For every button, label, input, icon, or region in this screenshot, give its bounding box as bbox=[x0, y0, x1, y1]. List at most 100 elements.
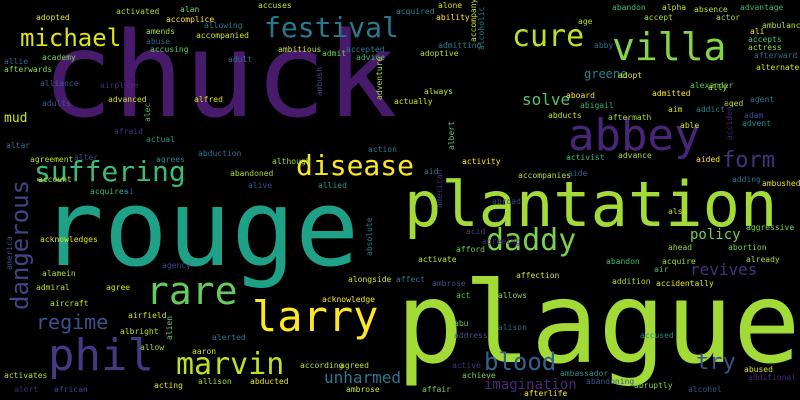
word: airfield bbox=[128, 311, 167, 320]
word: advance bbox=[618, 151, 652, 160]
word: abuse bbox=[146, 37, 171, 46]
word: addition bbox=[612, 277, 651, 286]
word: try bbox=[696, 350, 736, 375]
word: ambushed bbox=[762, 179, 800, 188]
word: ali bbox=[750, 27, 765, 36]
word: adam bbox=[744, 111, 764, 120]
word: agency bbox=[162, 261, 191, 270]
word: adoptive bbox=[420, 49, 459, 58]
word: abortion bbox=[728, 243, 767, 252]
word: alter bbox=[74, 153, 99, 162]
word: alien bbox=[165, 315, 174, 340]
word: admitted bbox=[652, 89, 691, 98]
word: abducted bbox=[250, 377, 289, 386]
word: accused bbox=[640, 331, 674, 340]
word: abruptly bbox=[634, 381, 673, 390]
word: admitting bbox=[438, 41, 482, 50]
word: aftermath bbox=[608, 113, 652, 122]
word: altar bbox=[6, 141, 31, 150]
word: allow bbox=[140, 343, 165, 352]
word: activist bbox=[566, 153, 605, 162]
word: accuses bbox=[258, 1, 292, 10]
word: suffering bbox=[34, 155, 186, 188]
word: afterwards bbox=[4, 65, 53, 74]
word: aide bbox=[568, 169, 588, 178]
word: acquire bbox=[662, 257, 696, 266]
word: chuck bbox=[42, 6, 398, 144]
word: agent bbox=[750, 95, 775, 104]
word: albright bbox=[120, 327, 159, 336]
word: aged bbox=[724, 99, 744, 108]
word: aboard bbox=[566, 91, 595, 100]
word: alcohol bbox=[688, 385, 722, 394]
word: airplane bbox=[100, 81, 139, 90]
word: academy bbox=[42, 53, 76, 62]
word: abandon bbox=[606, 257, 640, 266]
word: african bbox=[54, 385, 88, 394]
word: alive bbox=[248, 181, 273, 190]
word: aim bbox=[668, 105, 683, 114]
word: affect bbox=[396, 275, 425, 284]
word: addict bbox=[696, 105, 725, 114]
word: adults bbox=[42, 99, 71, 108]
word: rouge bbox=[40, 167, 360, 290]
word: already bbox=[746, 255, 780, 264]
word: disease bbox=[296, 149, 415, 182]
word: allied bbox=[318, 181, 347, 190]
word: accomplice bbox=[166, 15, 215, 24]
word: festival bbox=[264, 11, 399, 44]
word: agrees bbox=[156, 155, 185, 164]
word: affection bbox=[516, 271, 560, 280]
word: alec bbox=[143, 102, 152, 122]
word: absence bbox=[694, 5, 728, 14]
word: abby bbox=[594, 41, 614, 50]
word: ability bbox=[436, 13, 470, 22]
word: policy bbox=[690, 227, 741, 243]
word: address bbox=[454, 331, 488, 340]
word: afraid bbox=[114, 127, 143, 136]
word: actually bbox=[394, 97, 433, 106]
word: accept bbox=[644, 13, 673, 22]
word: admit bbox=[322, 49, 347, 58]
word: alexander bbox=[690, 81, 734, 90]
word: adult bbox=[228, 55, 253, 64]
word: ahead bbox=[668, 243, 693, 252]
word: activity bbox=[462, 157, 501, 166]
word: aggressive bbox=[746, 223, 795, 232]
word: alcoholic bbox=[477, 6, 486, 50]
word: able bbox=[680, 121, 700, 130]
word: agreeing bbox=[482, 237, 521, 246]
word: allowing bbox=[204, 21, 243, 30]
word: achieve bbox=[462, 371, 496, 380]
word: abbey bbox=[568, 110, 701, 161]
word: abigail bbox=[580, 101, 614, 110]
word: solve bbox=[522, 90, 571, 109]
word: marvin bbox=[176, 347, 285, 382]
word: alert bbox=[14, 385, 39, 394]
word: albert bbox=[447, 121, 456, 150]
word: daddy bbox=[486, 223, 577, 258]
word: adopt bbox=[618, 71, 643, 80]
word: america bbox=[5, 236, 14, 270]
word: adopted bbox=[36, 13, 70, 22]
word: admiral bbox=[36, 283, 70, 292]
word: accident bbox=[725, 101, 734, 140]
word: ally bbox=[708, 83, 728, 92]
word: accepted bbox=[346, 45, 385, 54]
word: afford bbox=[456, 245, 485, 254]
word: aided bbox=[696, 155, 721, 164]
word: abu bbox=[454, 319, 469, 328]
word: allison bbox=[198, 377, 232, 386]
word: agreement bbox=[30, 155, 74, 164]
word: afterward bbox=[754, 51, 798, 60]
word: action bbox=[368, 145, 397, 154]
word: revives bbox=[690, 260, 758, 279]
word: account bbox=[38, 175, 72, 184]
word: acid bbox=[466, 227, 486, 236]
word: air bbox=[654, 265, 669, 274]
word: ambrose bbox=[432, 279, 466, 288]
word: abused bbox=[744, 365, 773, 374]
word: greene bbox=[584, 67, 628, 81]
word: accusing bbox=[150, 45, 189, 54]
